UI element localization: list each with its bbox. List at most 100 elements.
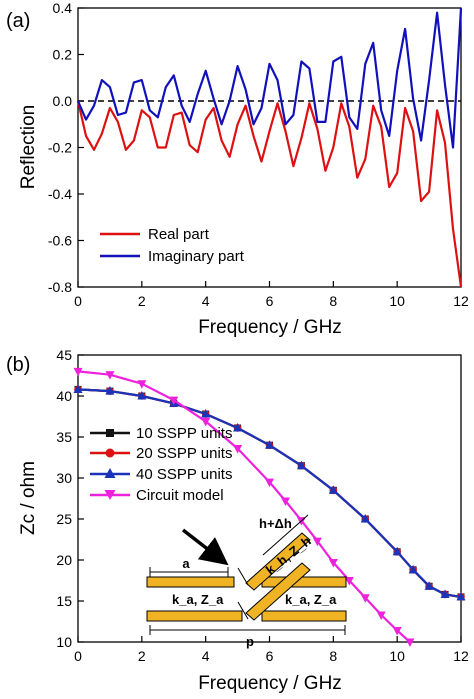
panel-b-x-axis-label: Frequency / GHz	[198, 673, 342, 694]
panel-b-x-tick-label: 4	[202, 648, 210, 664]
data-point-circuit-model	[392, 627, 402, 636]
panel-a-y-tick-label: 0.2	[53, 47, 73, 63]
panel-a-y-tick-label: -0.4	[48, 186, 72, 202]
panel-b-y-tick-label: 20	[56, 552, 72, 568]
data-point-40-sspp-units	[265, 440, 274, 449]
inset-gap-mark-lower	[237, 601, 249, 620]
inset-bottom-left-strip	[146, 610, 243, 622]
inset-lower-diagonal-stub	[245, 562, 311, 621]
panel-a-y-tick-label: -0.6	[48, 233, 72, 249]
data-point-circuit-model	[312, 537, 322, 547]
legend-circuit-model: Circuit model	[136, 487, 224, 504]
data-point-circuit-model	[265, 478, 274, 488]
data-point-40-sspp-units	[440, 589, 450, 598]
inset-bottom-right-strip	[261, 610, 347, 622]
panel-a-y-tick-label: -0.8	[48, 279, 72, 295]
panel-b-y-tick-label: 15	[56, 593, 72, 609]
data-point-40-sspp-units	[233, 422, 243, 432]
panel-b-x-tick-label: 10	[389, 648, 405, 664]
panel-b-y-tick-label: 10	[56, 634, 72, 650]
data-point-40-sspp-units	[456, 591, 466, 601]
inset-pointer-arrow	[181, 528, 229, 566]
panel-b-legend: 10 SSPP units 20 SSPP units 40 SSPP unit…	[90, 425, 232, 504]
legend-40-sspp-units: 40 SSPP units	[136, 466, 232, 483]
data-point-circuit-model	[105, 371, 115, 380]
panel-a-y-axis-label: Reflection	[18, 105, 39, 190]
panel-a-x-axis-label: Frequency / GHz	[198, 317, 342, 338]
series-line-real-part	[76, 100, 463, 288]
panel-b-chart: (b) 0 2 4 6 8 10 12 10 15 20 25 30 35 40 45 Frequency …	[6, 347, 469, 694]
data-point-40-sspp-units	[296, 460, 306, 470]
panel-b-y-tick-label: 45	[56, 347, 72, 363]
panel-b-x-tick-label: 2	[138, 648, 146, 664]
inset-label-ka-za-right: k_a, Z_a	[285, 592, 337, 607]
data-point-40-sspp-units	[424, 581, 434, 590]
legend-imaginary-part: Imaginary part	[148, 248, 245, 265]
inset-top-left-strip	[146, 576, 235, 588]
panel-a-x-tick-label: 4	[202, 293, 210, 309]
panel-a-ticks: 0 2 4 6 8 10 12 -0.8 -0.6 -0.4 -0.2 0.0 0.2 0.4	[48, 0, 469, 309]
data-point-circuit-model	[280, 497, 290, 506]
panel-a-chart: (a) 0 2 4 6 8 10 12 -0.8 -0.6 -0.4 -0.2 0.0 0.2 0.4 F…	[6, 0, 469, 338]
panel-a-x-tick-label: 10	[389, 293, 405, 309]
panel-b-y-tick-label: 40	[56, 388, 72, 404]
data-point-circuit-model	[360, 594, 370, 603]
legend-real-part: Real part	[148, 226, 210, 243]
panel-b-x-tick-label: 12	[453, 648, 469, 664]
data-point-40-sspp-units	[105, 386, 115, 395]
data-point-40-sspp-units	[73, 384, 83, 393]
data-point-circuit-model	[137, 380, 147, 389]
panel-b-y-tick-label: 25	[56, 511, 72, 527]
panel-a-legend: Real part Imaginary part	[100, 226, 245, 265]
legend-marker-40-units	[104, 468, 116, 478]
panel-b-series	[73, 367, 466, 647]
panel-a-y-tick-label: 0.0	[53, 93, 73, 109]
data-point-circuit-model	[201, 417, 211, 427]
data-point-40-sspp-units	[328, 485, 338, 494]
legend-marker-10-units	[106, 429, 114, 437]
panel-a-x-tick-label: 8	[329, 293, 337, 309]
panel-a-x-tick-label: 12	[453, 293, 469, 309]
data-point-40-sspp-units	[408, 564, 418, 574]
panel-a-x-tick-label: 2	[138, 293, 146, 309]
panel-a-y-tick-label: 0.4	[53, 0, 73, 16]
data-point-circuit-model	[405, 638, 415, 647]
inset-label-a: a	[182, 556, 190, 571]
panel-b-y-tick-label: 35	[56, 429, 72, 445]
sspp-structure-inset: h+Δh a k_h, Z_h k_a, Z_a k_a, Z_a p	[146, 514, 347, 649]
legend-marker-circuit-model	[104, 490, 116, 500]
inset-h-dimension-line	[262, 514, 309, 556]
data-point-circuit-model	[376, 611, 386, 620]
inset-label-p: p	[246, 634, 254, 649]
inset-label-h-delta-h: h+Δh	[259, 516, 292, 531]
series-line-imaginary-part	[76, 7, 463, 149]
series-line-circuit-model	[77, 370, 411, 643]
data-point-40-sspp-units	[392, 546, 402, 556]
panel-b-label: (b)	[6, 354, 30, 376]
panel-b-x-tick-label: 6	[266, 648, 274, 664]
panel-b-y-axis-label: Zc / ohm	[18, 461, 39, 535]
legend-10-sspp-units: 10 SSPP units	[136, 425, 232, 442]
panel-a-series	[76, 7, 463, 288]
panel-a-label: (a)	[6, 10, 30, 32]
data-point-circuit-model	[233, 444, 243, 454]
data-point-circuit-model	[328, 558, 338, 568]
panel-a-frame	[77, 7, 462, 288]
panel-b-ticks: 0 2 4 6 8 10 12 10 15 20 25 30 35 40 45	[56, 347, 469, 664]
inset-label-ka-za-left: k_a, Z_a	[172, 592, 224, 607]
data-point-circuit-model	[344, 577, 354, 586]
inset-upper-diagonal-stub	[245, 532, 311, 591]
legend-20-sspp-units: 20 SSPP units	[136, 445, 232, 462]
panel-b-y-tick-label: 30	[56, 470, 72, 486]
panel-a-x-tick-label: 6	[266, 293, 274, 309]
legend-marker-20-units	[105, 448, 115, 458]
data-point-circuit-model	[73, 367, 83, 377]
data-point-40-sspp-units	[360, 514, 370, 523]
data-point-40-sspp-units	[137, 391, 147, 400]
panel-b-x-tick-label: 0	[74, 648, 82, 664]
panel-b-x-tick-label: 8	[329, 648, 337, 664]
data-point-circuit-model	[169, 396, 179, 406]
panel-a-x-tick-label: 0	[74, 293, 82, 309]
data-point-40-sspp-units	[201, 409, 211, 418]
